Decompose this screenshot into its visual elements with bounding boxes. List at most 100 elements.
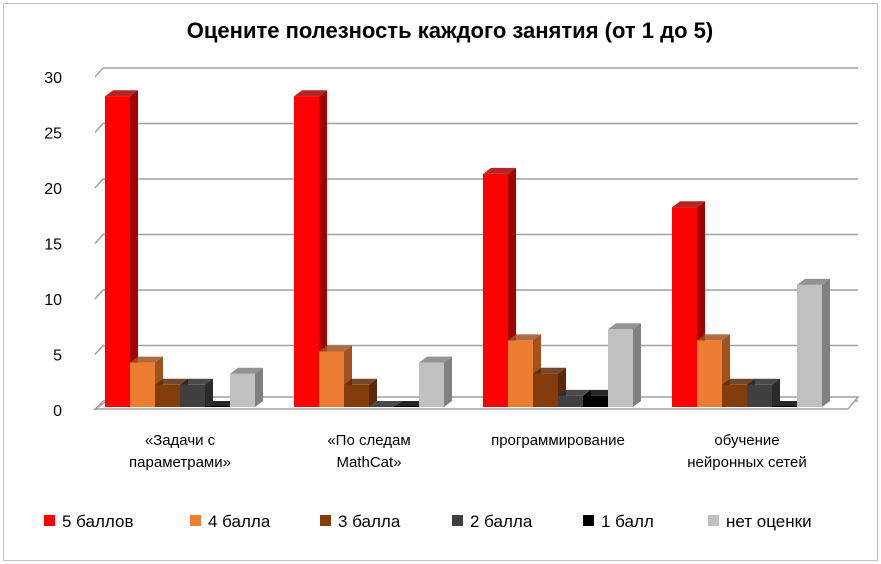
bar bbox=[419, 356, 452, 407]
y-tick-label: 5 bbox=[53, 348, 62, 365]
bar bbox=[205, 401, 238, 407]
legend-swatch bbox=[44, 515, 55, 526]
bar bbox=[608, 323, 641, 407]
legend-label: нет оценки bbox=[726, 512, 812, 531]
bar-top bbox=[697, 334, 730, 341]
bar bbox=[105, 90, 138, 407]
bar bbox=[747, 378, 780, 407]
bar-side bbox=[130, 90, 138, 407]
bar-top bbox=[105, 90, 138, 97]
bar-front bbox=[533, 373, 558, 407]
bar-top bbox=[205, 401, 238, 407]
legend-label: 1 балл bbox=[601, 512, 654, 531]
x-tick-label: MathCat» bbox=[336, 454, 401, 471]
axis-tick bbox=[94, 345, 104, 355]
x-tick-label: параметрами» bbox=[129, 454, 231, 471]
chart-title: Оцените полезность каждого занятия (от 1… bbox=[187, 18, 713, 43]
bar-front bbox=[394, 406, 419, 407]
bar bbox=[394, 401, 427, 407]
y-tick-label: 0 bbox=[53, 403, 62, 420]
bar-top bbox=[155, 378, 188, 385]
bar-front bbox=[105, 96, 130, 407]
legend-label: 5 баллов bbox=[62, 512, 134, 531]
bar-front bbox=[583, 395, 608, 407]
bar-top bbox=[130, 356, 163, 363]
y-tick-label: 20 bbox=[44, 181, 62, 198]
bar-top bbox=[483, 167, 516, 174]
legend-label: 3 балла bbox=[338, 512, 401, 531]
bar-top bbox=[394, 401, 427, 407]
legend-label: 4 балла bbox=[208, 512, 271, 531]
axis-tick bbox=[94, 234, 104, 244]
legend-swatch bbox=[708, 515, 719, 526]
bar-top bbox=[230, 367, 263, 374]
bar-front bbox=[369, 406, 394, 407]
y-tick-label: 15 bbox=[44, 237, 62, 254]
y-tick-label: 30 bbox=[44, 70, 62, 87]
bar-front bbox=[608, 329, 633, 407]
bar-side bbox=[633, 323, 641, 407]
y-tick-label: 10 bbox=[44, 292, 62, 309]
bar-front bbox=[180, 384, 205, 407]
bar-front bbox=[294, 96, 319, 407]
chart-area bbox=[3, 3, 878, 561]
bar-side bbox=[319, 90, 327, 407]
bar-top bbox=[797, 278, 830, 285]
bar-front bbox=[419, 362, 444, 407]
x-tick-label: программирование bbox=[491, 432, 625, 449]
bar-top bbox=[747, 378, 780, 385]
bar bbox=[797, 278, 830, 407]
bar bbox=[294, 90, 327, 407]
bar-top bbox=[319, 345, 352, 352]
axis-tick bbox=[94, 67, 104, 78]
bar-side bbox=[444, 356, 452, 407]
bar-top bbox=[558, 389, 591, 396]
bar bbox=[180, 378, 213, 407]
legend-swatch bbox=[190, 515, 201, 526]
bar bbox=[344, 378, 377, 407]
bar-top bbox=[533, 367, 566, 374]
bar-top bbox=[294, 90, 327, 97]
x-tick-label: «По следам bbox=[327, 432, 410, 449]
bar-front bbox=[205, 406, 230, 407]
x-tick-label: обучение bbox=[714, 432, 779, 449]
bar-front bbox=[772, 406, 797, 407]
bar bbox=[369, 401, 402, 407]
bar-side bbox=[822, 278, 830, 407]
bar-top bbox=[419, 356, 452, 363]
bar-top bbox=[608, 323, 641, 330]
axis-tick bbox=[94, 123, 104, 133]
bar-front bbox=[155, 384, 180, 407]
y-tick-label: 25 bbox=[44, 126, 62, 143]
bar-top bbox=[672, 201, 705, 208]
bar-front bbox=[797, 284, 822, 407]
bar-front bbox=[672, 207, 697, 407]
bar-front bbox=[344, 384, 369, 407]
bar-front bbox=[230, 373, 255, 407]
bar-front bbox=[130, 362, 155, 407]
legend-swatch bbox=[320, 515, 331, 526]
bar-top bbox=[583, 389, 616, 396]
bar bbox=[130, 356, 163, 407]
x-tick-label: нейронных сетей bbox=[687, 454, 806, 471]
legend-swatch bbox=[452, 515, 463, 526]
bar-side bbox=[255, 367, 263, 407]
x-tick-label: «Задачи с bbox=[145, 432, 216, 449]
bar-front bbox=[319, 351, 344, 407]
bar-front bbox=[722, 384, 747, 407]
bar-side bbox=[205, 378, 213, 407]
bar-front bbox=[747, 384, 772, 407]
legend-label: 2 балла bbox=[470, 512, 533, 531]
bar bbox=[230, 367, 263, 407]
axis-tick bbox=[94, 289, 104, 300]
bar-top bbox=[508, 334, 541, 341]
axis-tick bbox=[94, 178, 104, 189]
bar-side bbox=[369, 378, 377, 407]
bar-top bbox=[180, 378, 213, 385]
bar-front bbox=[483, 173, 508, 407]
bar-top bbox=[369, 401, 402, 407]
bar-top bbox=[772, 401, 805, 407]
bar-side bbox=[772, 378, 780, 407]
bar-front bbox=[508, 340, 533, 407]
